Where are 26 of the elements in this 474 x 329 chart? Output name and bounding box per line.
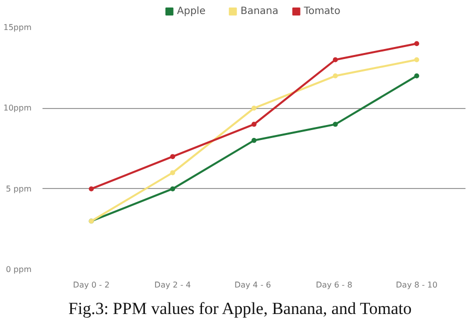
point — [332, 73, 338, 78]
x-tick-label: Day 0 - 2 — [73, 280, 110, 290]
x-tick-label: Day 8 - 10 — [396, 280, 438, 290]
x-tick-label: Day 6 - 8 — [316, 280, 352, 290]
legend-label: Tomato — [302, 6, 340, 17]
x-tick-label: Day 4 - 6 — [234, 280, 271, 290]
legend-label: Banana — [240, 6, 278, 17]
point — [414, 57, 420, 62]
point — [88, 186, 94, 192]
caption: Fig.3: PPM values for Apple, Banana, and Tomato — [68, 298, 412, 320]
point — [170, 154, 176, 160]
y-tick-label: 0 ppm — [6, 265, 32, 274]
legend-label: Apple — [177, 6, 206, 17]
point — [414, 73, 420, 78]
point — [170, 186, 176, 192]
point — [414, 41, 420, 46]
point — [252, 122, 256, 127]
y-tick-label: 15ppm — [3, 23, 32, 32]
point — [252, 106, 256, 111]
point — [332, 57, 338, 62]
x-tick-label: Day 2 - 4 — [154, 280, 191, 290]
point — [170, 170, 176, 176]
point — [252, 138, 256, 143]
point — [332, 122, 338, 127]
y-tick-label: 10ppm — [3, 104, 32, 113]
y-tick-label: 5 ppm — [6, 184, 32, 194]
